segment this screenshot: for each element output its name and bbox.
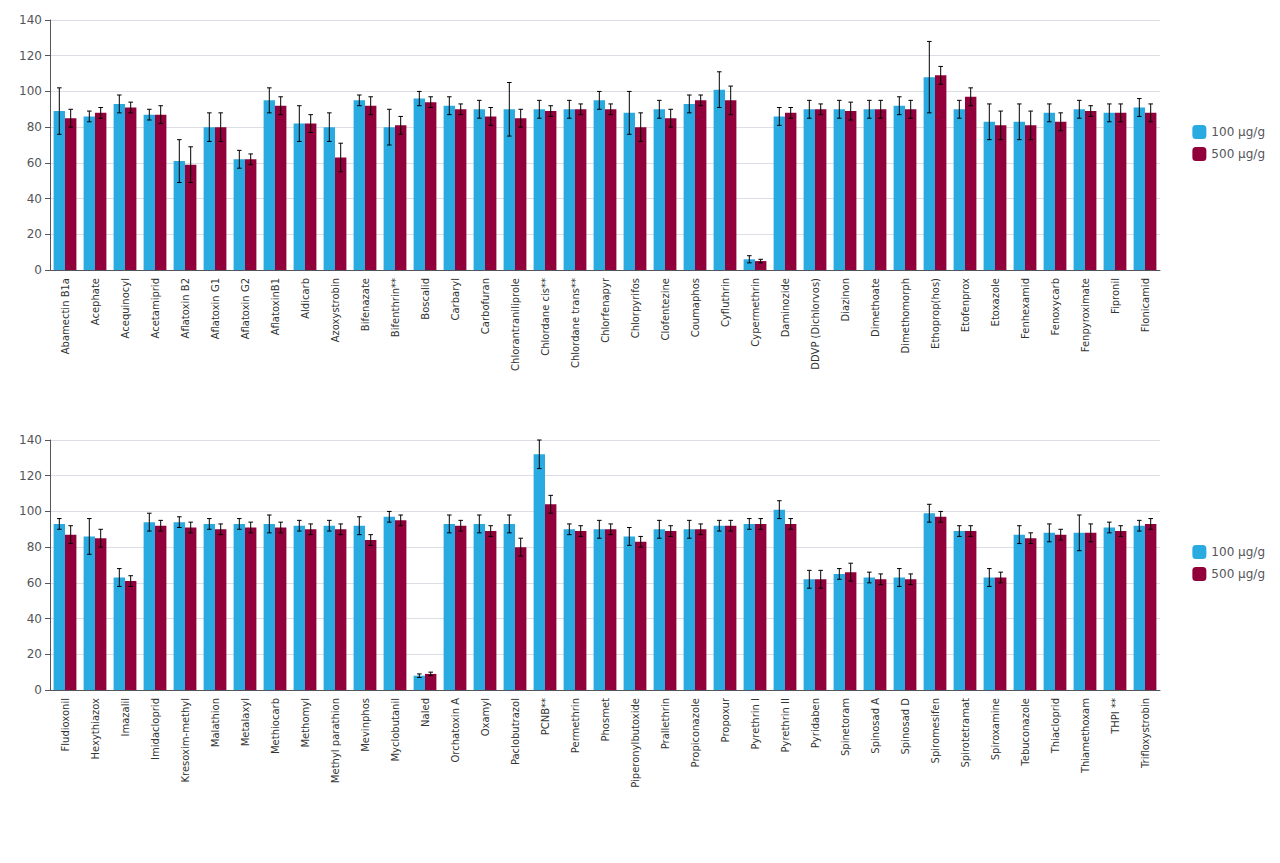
svg-text:500 μg/g: 500 μg/g xyxy=(1211,147,1265,161)
svg-text:Thiacloprid: Thiacloprid xyxy=(1050,698,1061,754)
svg-text:Prallethrin: Prallethrin xyxy=(660,698,671,749)
svg-text:Fenpyroximate: Fenpyroximate xyxy=(1080,278,1091,352)
svg-text:60: 60 xyxy=(27,156,42,170)
svg-text:Malathion: Malathion xyxy=(210,698,221,747)
svg-text:Ethoprop(hos): Ethoprop(hos) xyxy=(930,278,941,349)
svg-text:Phosmet: Phosmet xyxy=(600,698,611,742)
svg-text:Tebuconazole: Tebuconazole xyxy=(1020,698,1031,767)
svg-text:Coumaphos: Coumaphos xyxy=(690,278,701,337)
svg-text:Orchatoxin A: Orchatoxin A xyxy=(450,698,461,763)
svg-text:Diazinon: Diazinon xyxy=(840,278,851,321)
svg-text:THPI **: THPI ** xyxy=(1110,698,1121,735)
svg-text:Carbaryl: Carbaryl xyxy=(450,278,461,321)
svg-text:100 μg/g: 100 μg/g xyxy=(1211,545,1265,559)
svg-text:Chlordane trans**: Chlordane trans** xyxy=(570,278,581,368)
svg-text:Fenoxycarb: Fenoxycarb xyxy=(1050,278,1061,335)
svg-text:Aflatoxin B2: Aflatoxin B2 xyxy=(180,278,191,338)
svg-text:100: 100 xyxy=(19,504,42,518)
svg-text:Clofentezine: Clofentezine xyxy=(660,278,671,340)
svg-text:Pyridaben: Pyridaben xyxy=(810,698,821,748)
svg-text:Cyfluthrin: Cyfluthrin xyxy=(720,278,731,327)
svg-text:20: 20 xyxy=(27,647,42,661)
svg-text:20: 20 xyxy=(27,227,42,241)
svg-text:Mevinphos: Mevinphos xyxy=(360,698,371,752)
svg-text:Kresoxim-methyl: Kresoxim-methyl xyxy=(180,698,191,783)
svg-text:PCNB**: PCNB** xyxy=(540,698,551,735)
svg-text:Imazalil: Imazalil xyxy=(120,698,131,737)
svg-text:Etofenprox: Etofenprox xyxy=(960,278,971,332)
svg-text:Spinetoram: Spinetoram xyxy=(840,698,851,756)
svg-text:100 μg/g: 100 μg/g xyxy=(1211,125,1265,139)
svg-text:Aflatoxin G2: Aflatoxin G2 xyxy=(240,278,251,339)
svg-text:Methiocarb: Methiocarb xyxy=(270,698,281,754)
svg-text:500 μg/g: 500 μg/g xyxy=(1211,567,1265,581)
svg-text:Abamectin B1a: Abamectin B1a xyxy=(60,278,71,354)
svg-text:Imidacloprid: Imidacloprid xyxy=(150,698,161,760)
svg-text:Daminozide: Daminozide xyxy=(780,278,791,337)
svg-text:Naled: Naled xyxy=(420,698,431,727)
svg-text:Propoxur: Propoxur xyxy=(720,697,731,742)
svg-text:Permethrin: Permethrin xyxy=(570,698,581,753)
svg-text:Spiroxamine: Spiroxamine xyxy=(990,698,1001,760)
svg-text:Spirotetramat: Spirotetramat xyxy=(960,698,971,768)
svg-text:140: 140 xyxy=(19,433,42,447)
svg-text:Chlordane cis**: Chlordane cis** xyxy=(540,278,551,356)
svg-text:Chlorantraniliprole: Chlorantraniliprole xyxy=(510,278,521,371)
svg-text:Aflatoxin G1: Aflatoxin G1 xyxy=(210,278,221,339)
svg-text:Fipronil: Fipronil xyxy=(1110,278,1121,314)
svg-text:Bifenthrin**: Bifenthrin** xyxy=(390,278,401,337)
svg-text:Spinosad A: Spinosad A xyxy=(870,698,881,754)
svg-text:Acetamiprid: Acetamiprid xyxy=(150,278,161,338)
svg-text:80: 80 xyxy=(27,120,42,134)
svg-text:120: 120 xyxy=(19,49,42,63)
svg-text:Flonicamid: Flonicamid xyxy=(1140,278,1151,332)
svg-text:Spinosad D: Spinosad D xyxy=(900,698,911,755)
svg-text:Trifloxystrobin: Trifloxystrobin xyxy=(1140,698,1151,769)
svg-text:Pyrethrin I: Pyrethrin I xyxy=(750,698,761,750)
svg-text:0: 0 xyxy=(34,683,42,697)
svg-text:Piperonylbutoxide: Piperonylbutoxide xyxy=(630,698,641,788)
svg-text:Thiamethoxam: Thiamethoxam xyxy=(1080,698,1091,774)
svg-text:Chlorpyrifos: Chlorpyrifos xyxy=(630,278,641,338)
svg-text:Paclobutrazol: Paclobutrazol xyxy=(510,698,521,765)
svg-text:Chlorfenapyr: Chlorfenapyr xyxy=(600,277,611,343)
svg-text:AflatoxinB1: AflatoxinB1 xyxy=(270,278,281,335)
svg-text:Propiconazole: Propiconazole xyxy=(690,698,701,767)
svg-text:Fenhexamid: Fenhexamid xyxy=(1020,278,1031,339)
svg-text:Boscalid: Boscalid xyxy=(420,278,431,320)
svg-text:DDVP (Dichlorvos): DDVP (Dichlorvos) xyxy=(810,278,821,370)
svg-text:Hexythiazox: Hexythiazox xyxy=(90,698,101,760)
svg-text:100: 100 xyxy=(19,84,42,98)
svg-text:Cypermethrin: Cypermethrin xyxy=(750,278,761,347)
svg-text:Fludioxonil: Fludioxonil xyxy=(60,698,71,751)
svg-text:Acephate: Acephate xyxy=(90,278,101,325)
svg-text:Aldicarb: Aldicarb xyxy=(300,278,311,319)
svg-text:Azoxystrobin: Azoxystrobin xyxy=(330,278,341,342)
svg-text:Dimethoate: Dimethoate xyxy=(870,278,881,337)
svg-text:Metalaxyl: Metalaxyl xyxy=(240,698,251,746)
svg-text:Myclobutanil: Myclobutanil xyxy=(390,698,401,762)
svg-text:Methomyl: Methomyl xyxy=(300,698,311,748)
svg-text:Dimethomorph: Dimethomorph xyxy=(900,278,911,353)
svg-text:Carbofuran: Carbofuran xyxy=(480,278,491,334)
svg-text:Oxamyl: Oxamyl xyxy=(480,698,491,736)
svg-text:40: 40 xyxy=(27,612,42,626)
svg-text:80: 80 xyxy=(27,540,42,554)
svg-text:0: 0 xyxy=(34,263,42,277)
svg-text:Pyrethrin II: Pyrethrin II xyxy=(780,698,791,753)
svg-text:Spiromesifen: Spiromesifen xyxy=(930,698,941,763)
svg-text:40: 40 xyxy=(27,192,42,206)
svg-text:Acequinocyl: Acequinocyl xyxy=(120,278,131,338)
svg-text:Etoxazole: Etoxazole xyxy=(990,278,1001,326)
svg-text:60: 60 xyxy=(27,576,42,590)
svg-text:Bifenazate: Bifenazate xyxy=(360,278,371,331)
svg-text:Methyl parathion: Methyl parathion xyxy=(330,698,341,783)
svg-text:120: 120 xyxy=(19,469,42,483)
svg-text:140: 140 xyxy=(19,13,42,27)
